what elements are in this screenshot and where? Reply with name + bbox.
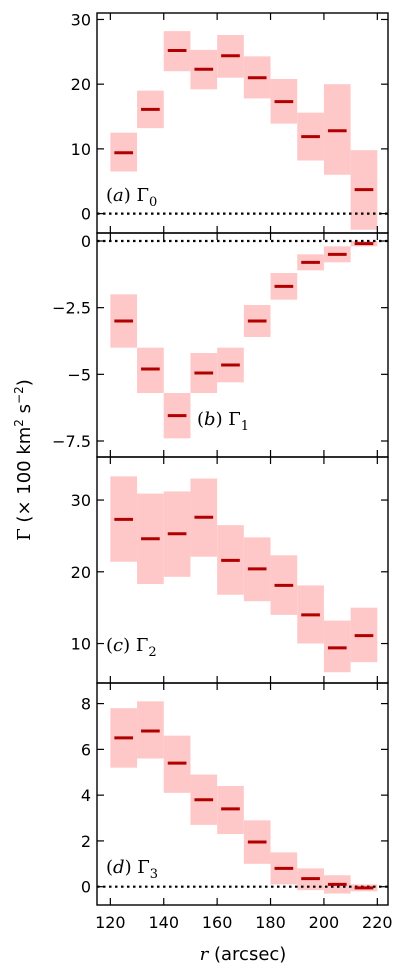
- y-tick-label: 0: [81, 205, 91, 224]
- x-tick-label: 160: [202, 913, 233, 932]
- panel-d: 0 2 4 6 8 (d) Γ3: [81, 682, 389, 906]
- panel-label: (b) Γ1: [197, 409, 249, 434]
- x-tick-label: 120: [95, 913, 126, 932]
- y-tick-label: 2: [81, 832, 91, 851]
- panel-c: 10 20 30 (c) Γ2: [71, 456, 389, 684]
- panel-a: 0 10 20 30 (a) Γ0: [71, 10, 389, 234]
- y-tick-label: 20: [71, 563, 91, 582]
- panel-b: 0 −2.5 −5 −7.5 (b) Γ1: [52, 232, 389, 458]
- y-tick-label: −7.5: [52, 432, 91, 451]
- y-tick-label: 30: [71, 10, 91, 29]
- y-tick-label: −5: [67, 365, 91, 384]
- y-tick-label: −2.5: [52, 299, 91, 318]
- y-axis-title-text: Γ (× 100 km2 s−2): [12, 379, 35, 541]
- y-tick-label: 20: [71, 75, 91, 94]
- y-tick-label: 10: [71, 635, 91, 654]
- y-tick-label: 0: [81, 878, 91, 897]
- y-tick-label: 4: [81, 786, 91, 805]
- y-tick-label: 6: [81, 740, 91, 759]
- panel-label: (d) Γ3: [106, 857, 158, 882]
- x-tick-label: 200: [309, 913, 340, 932]
- x-axis: 120 140 160 180 200 220 r (arcsec): [95, 913, 393, 965]
- x-tick-label: 140: [148, 913, 179, 932]
- x-tick-label: 220: [362, 913, 393, 932]
- y-tick-label: 8: [81, 695, 91, 714]
- panel-label: (a) Γ0: [106, 185, 157, 210]
- y-axis-title: Γ (× 100 km2 s−2): [12, 379, 35, 541]
- panel-frame: [96, 682, 389, 906]
- y-tick-label: 30: [71, 491, 91, 510]
- y-tick-label: 0: [81, 232, 91, 251]
- y-tick-label: 10: [71, 140, 91, 159]
- panel-label: (c) Γ2: [106, 635, 157, 660]
- x-axis-title: r (arcsec): [200, 944, 287, 965]
- x-tick-label: 180: [255, 913, 286, 932]
